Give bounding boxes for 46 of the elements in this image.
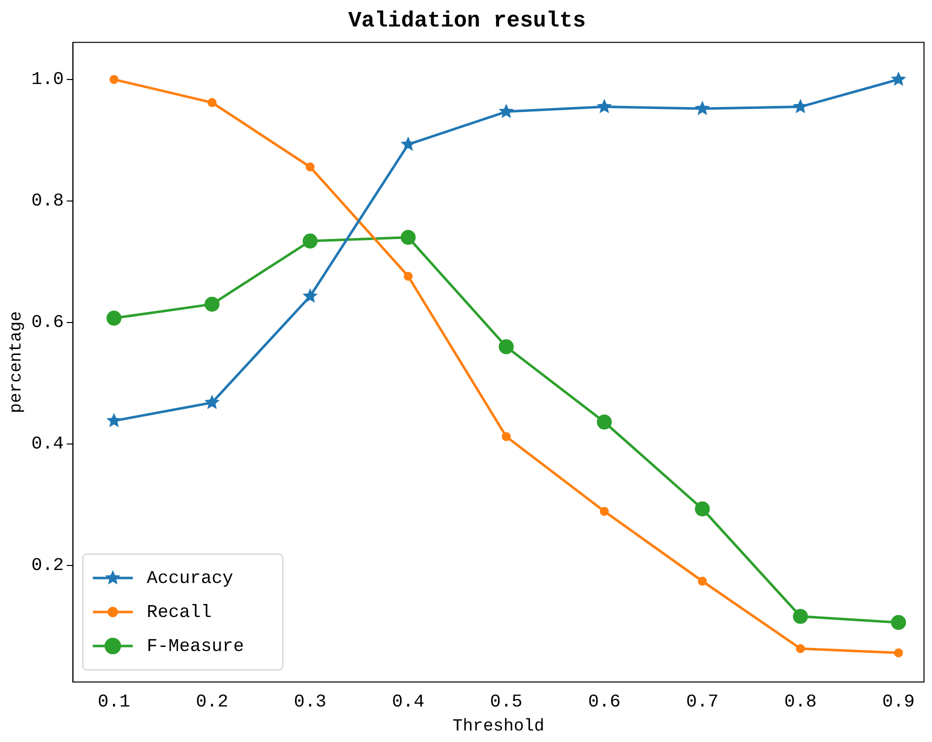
y-tick-label: 0.8 — [31, 192, 64, 212]
y-tick-label: 0.2 — [31, 556, 64, 576]
point — [204, 296, 220, 312]
point — [306, 162, 315, 172]
point — [796, 644, 805, 654]
x-tick-label: 0.6 — [588, 692, 621, 713]
legend-label: Recall — [146, 602, 212, 623]
point — [792, 608, 808, 624]
point — [694, 100, 710, 116]
point — [891, 614, 906, 630]
x-tick-label: 0.4 — [392, 692, 424, 713]
x-tick-label: 0.5 — [490, 692, 522, 713]
x-tick-label: 0.9 — [882, 692, 915, 713]
point — [204, 394, 220, 410]
point — [600, 506, 609, 516]
y-tick-label: 0.4 — [31, 434, 64, 455]
legend-label: Accuracy — [146, 568, 234, 589]
y-tick-label: 0.6 — [31, 313, 64, 334]
point — [400, 230, 416, 245]
point — [302, 234, 318, 249]
x-tick-label: 0.7 — [686, 692, 719, 713]
point — [894, 648, 904, 658]
legend-label: F-Measure — [146, 636, 244, 657]
point — [498, 339, 514, 354]
point — [106, 310, 122, 326]
point — [596, 414, 612, 430]
y-axis-title: percentage — [8, 311, 27, 414]
point — [498, 104, 514, 118]
point — [502, 432, 511, 442]
point — [400, 136, 416, 151]
x-tick-label: 0.2 — [196, 692, 228, 713]
chart-title: Validation results — [348, 8, 586, 34]
point — [694, 501, 710, 516]
point — [596, 98, 612, 114]
x-tick-label: 0.3 — [294, 692, 326, 713]
point — [404, 272, 413, 281]
point — [106, 412, 122, 428]
point — [698, 576, 707, 586]
x-tick-label: 0.8 — [784, 692, 817, 713]
point — [208, 98, 217, 108]
y-tick-label: 1.0 — [31, 70, 64, 90]
point — [302, 288, 318, 303]
x-axis-title: Threshold — [452, 717, 544, 736]
point — [890, 71, 906, 86]
point — [109, 74, 118, 84]
x-tick-label: 0.1 — [98, 692, 130, 713]
